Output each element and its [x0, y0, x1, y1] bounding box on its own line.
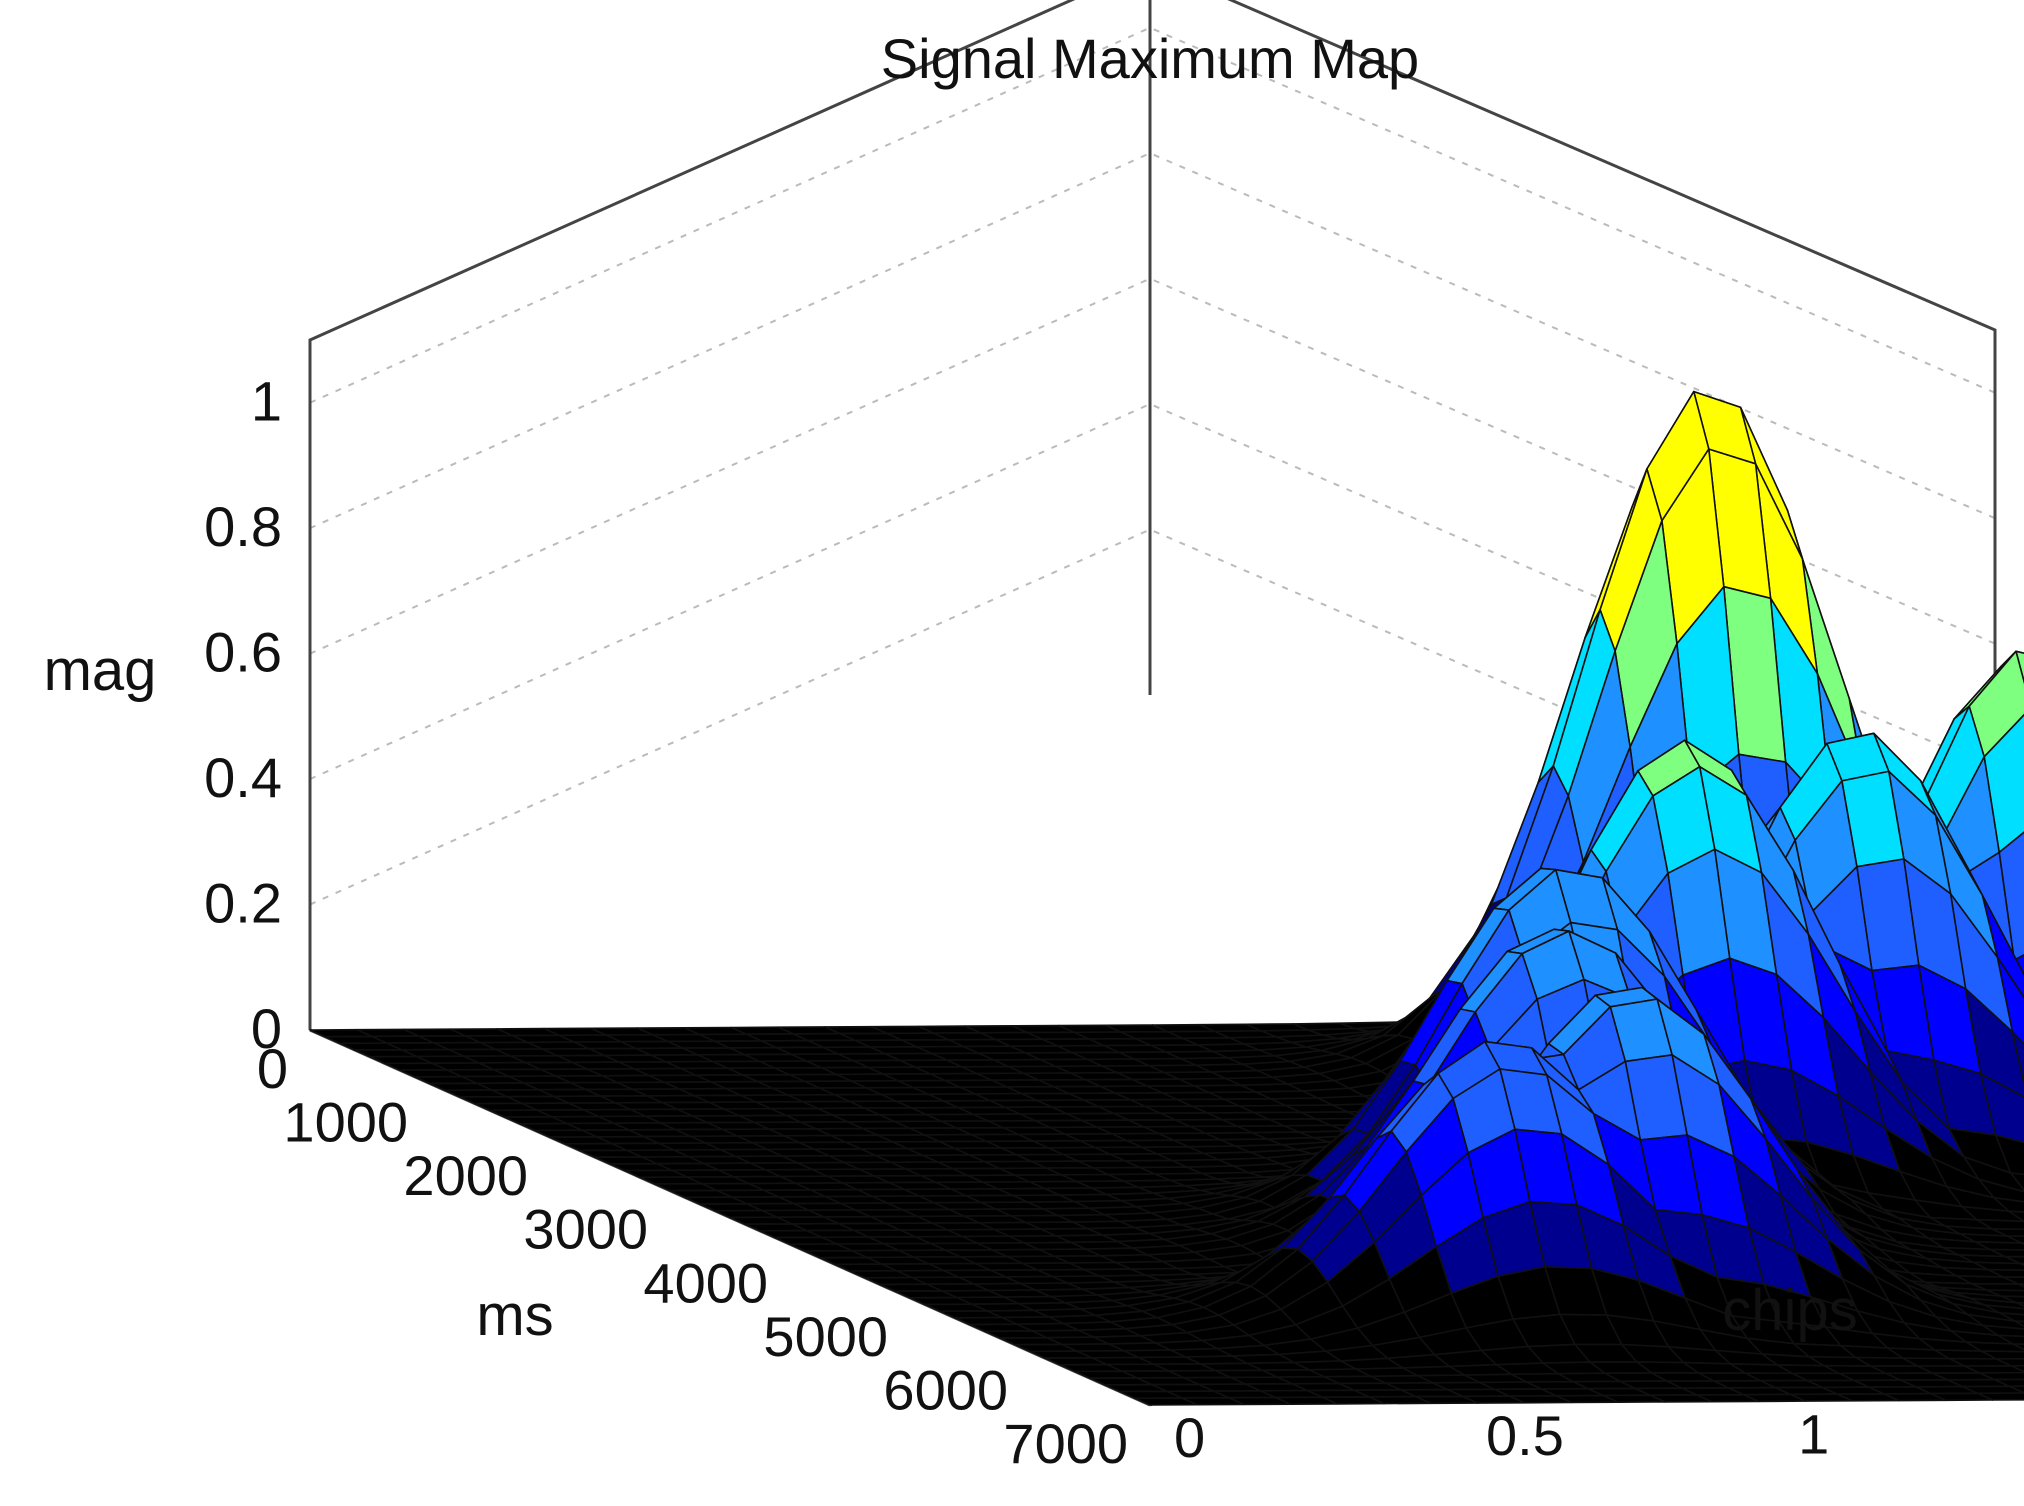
- y-tick-label-1: 0.5: [1486, 1404, 1564, 1467]
- z-tick-label-3: 0.6: [204, 621, 282, 684]
- x-axis-label: ms: [476, 1283, 553, 1348]
- x-tick-label-0: 0: [257, 1037, 288, 1100]
- surface: [309, 390, 2024, 1406]
- z-tick-label-1: 0.2: [204, 872, 282, 935]
- surface-facet-55-0: [1134, 1397, 1198, 1406]
- x-tick-label-1: 1000: [283, 1091, 408, 1154]
- z-tick-label-4: 0.8: [204, 495, 282, 558]
- z-tick-label-5: 1: [251, 370, 282, 433]
- x-tick-label-4: 4000: [643, 1251, 768, 1314]
- chart-title: Signal Maximum Map: [881, 27, 1419, 90]
- surface-facet-42-23: [2015, 1301, 2024, 1307]
- tick-labels: 00.20.40.60.8101000200030004000500060007…: [204, 370, 1829, 1475]
- x-tick-label-3: 3000: [523, 1198, 648, 1261]
- x-tick-label-7: 7000: [1003, 1412, 1128, 1475]
- z-tick-label-0: 0: [251, 997, 282, 1060]
- y-axis-label: chips: [1722, 1278, 1857, 1343]
- y-tick-label-0: 0: [1174, 1406, 1205, 1469]
- x-tick-label-6: 6000: [883, 1358, 1008, 1421]
- x-tick-label-5: 5000: [763, 1305, 888, 1368]
- z-tick-label-2: 0.4: [204, 746, 282, 809]
- back-wall-frame: [308, 0, 1997, 1030]
- z-axis-label: mag: [44, 638, 157, 703]
- x-tick-label-2: 2000: [403, 1144, 528, 1207]
- y-tick-label-2: 1: [1798, 1402, 1829, 1465]
